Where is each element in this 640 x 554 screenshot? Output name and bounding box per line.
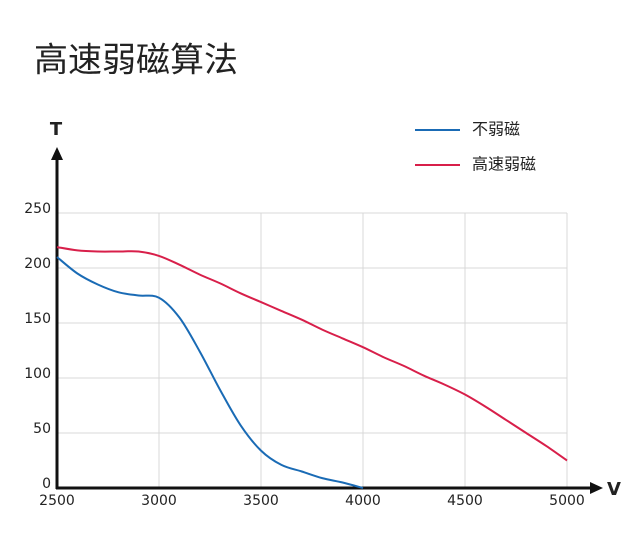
- x-tick-label: 5000: [549, 493, 585, 509]
- x-tick-label: 4500: [447, 493, 483, 509]
- legend-label: 高速弱磁: [472, 155, 536, 174]
- y-tick-label: 250: [24, 201, 51, 217]
- y-axis-arrow: [51, 147, 63, 160]
- x-tick-label: 3500: [243, 493, 279, 509]
- y-tick-label: 100: [24, 366, 51, 382]
- x-tick-label: 2500: [39, 493, 75, 509]
- y-tick-label: 0: [42, 476, 51, 492]
- y-tick-label: 200: [24, 256, 51, 272]
- x-axis-label: V: [607, 479, 621, 500]
- y-tick-label: 50: [33, 421, 51, 437]
- x-axis-arrow: [590, 482, 603, 494]
- legend-label: 不弱磁: [472, 120, 520, 139]
- chart-title: 高速弱磁算法: [34, 41, 238, 81]
- series-line: [56, 246, 568, 462]
- x-tick-label: 3000: [141, 493, 177, 509]
- x-tick-label: 4000: [345, 493, 381, 509]
- y-axis-label: T: [50, 119, 63, 140]
- y-tick-label: 150: [24, 311, 51, 327]
- series-line: [56, 256, 364, 489]
